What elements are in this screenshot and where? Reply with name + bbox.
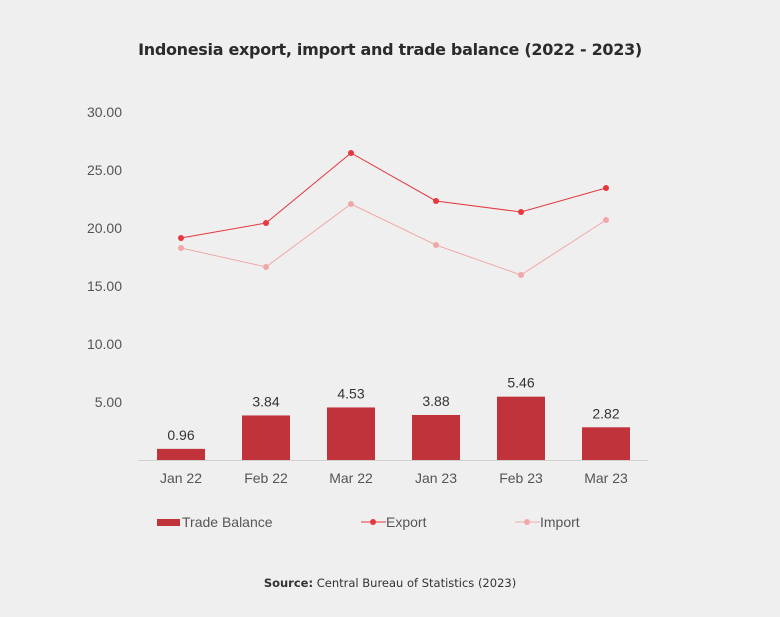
bar-data-label: 3.88: [422, 393, 449, 409]
y-tick-label: 10.00: [87, 336, 122, 352]
bar-trade-balance: [412, 414, 460, 460]
point-export: [263, 220, 269, 227]
bar-data-label: 3.84: [252, 393, 279, 409]
bar-trade-balance: [327, 407, 375, 460]
point-import: [518, 271, 524, 278]
bar-data-label: 2.82: [592, 405, 619, 421]
legend-trade-balance: Trade Balance: [157, 514, 273, 530]
legend-bar-swatch: [157, 518, 180, 526]
point-export: [433, 197, 439, 204]
line-export: [180, 152, 607, 239]
y-tick-label: 5.00: [95, 394, 122, 410]
point-import: [433, 242, 439, 249]
bar-data-label: 4.53: [337, 385, 364, 401]
x-tick-label: Mar 23: [584, 470, 628, 486]
x-tick-label: Mar 22: [329, 470, 373, 486]
x-tick-label: Jan 22: [160, 470, 202, 486]
y-tick-label: 15.00: [87, 278, 122, 294]
legend-import: Import: [515, 514, 580, 530]
legend-line-marker-icon: [361, 519, 386, 525]
y-tick-label: 20.00: [87, 220, 122, 236]
bar-data-label: 0.96: [167, 427, 194, 443]
point-export: [603, 184, 609, 191]
point-import: [178, 244, 184, 251]
line-import: [180, 203, 607, 276]
bar-data-label: 5.46: [507, 375, 534, 391]
bar-trade-balance: [242, 415, 290, 460]
source-text: Central Bureau of Statistics (2023): [313, 576, 517, 590]
point-import: [603, 216, 609, 223]
chart-title: Indonesia export, import and trade balan…: [138, 40, 642, 59]
y-tick-label: 25.00: [87, 162, 122, 178]
legend-export: Export: [361, 514, 426, 530]
bar-trade-balance: [497, 396, 545, 460]
legend-line-marker-icon: [515, 519, 540, 525]
point-export: [348, 149, 354, 156]
point-import: [263, 263, 269, 270]
point-export: [178, 234, 184, 241]
bar-trade-balance: [157, 448, 205, 460]
x-tick-label: Feb 22: [244, 470, 288, 486]
point-export: [518, 208, 524, 215]
x-tick-label: Feb 23: [499, 470, 543, 486]
point-import: [348, 200, 354, 207]
y-tick-label: 30.00: [87, 104, 122, 120]
bar-trade-balance: [582, 427, 630, 460]
source-note: Source: Central Bureau of Statistics (20…: [0, 576, 780, 590]
legend-label: Trade Balance: [182, 514, 273, 530]
x-tick-label: Jan 23: [415, 470, 457, 486]
legend-label: Import: [540, 514, 580, 530]
source-label: Source:: [263, 576, 314, 590]
legend-label: Export: [386, 514, 427, 530]
